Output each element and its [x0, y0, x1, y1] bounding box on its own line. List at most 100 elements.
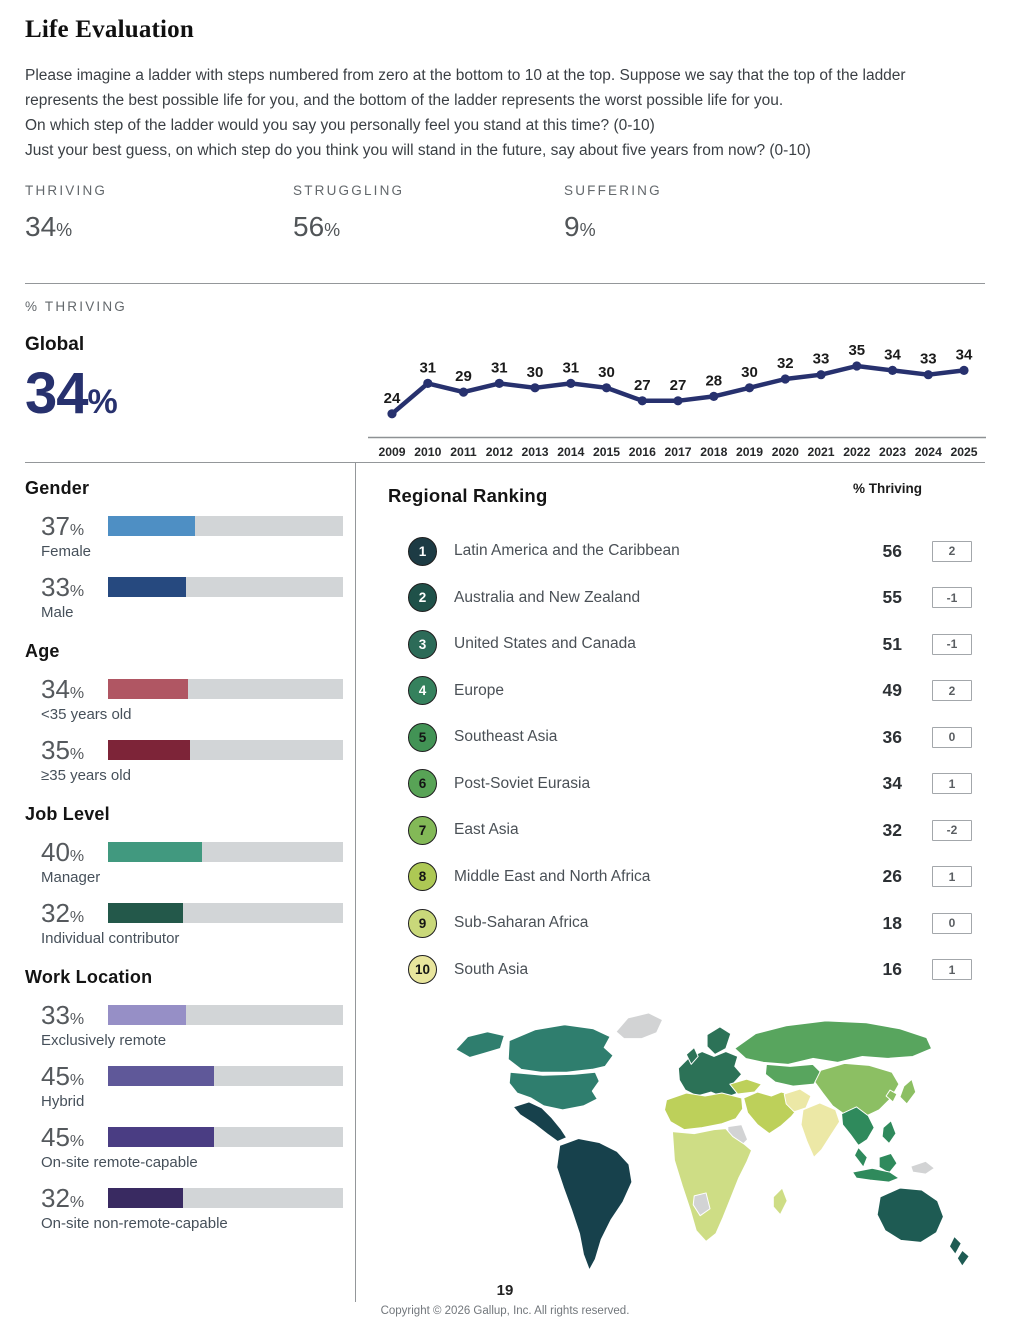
map-region-india: [800, 1102, 841, 1158]
svg-text:31: 31: [491, 359, 508, 376]
demo-item: 34% <35 years old: [25, 672, 343, 727]
demo-bar-track: [108, 516, 343, 536]
demo-section-job-level: Job Level 40% Manager 32% Individual con…: [25, 804, 343, 951]
demo-bar-fill: [108, 1066, 214, 1086]
page-number: 19: [496, 1282, 514, 1299]
question-text: Please imagine a ladder with steps numbe…: [25, 63, 955, 163]
summary-value: 9: [564, 211, 580, 242]
svg-text:30: 30: [598, 364, 615, 381]
page-title: Life Evaluation: [25, 16, 194, 43]
demo-bar-track: [108, 740, 343, 760]
demo-item: 33% Exclusively remote: [25, 998, 343, 1053]
region-name: Latin America and the Caribbean: [454, 542, 680, 560]
region-value: 26: [882, 866, 902, 887]
region-change-box: 1: [932, 959, 972, 981]
trend-chart-container: 24 2009 31 2010 29 2011 31 2012 30 2013 31 2014 30 20…: [368, 330, 1000, 462]
horizontal-divider: [25, 283, 985, 284]
map-region-borneo: [878, 1152, 898, 1174]
map-region-turkey: [729, 1078, 762, 1095]
region-row: 9 Sub-Saharan Africa 18 0: [388, 900, 985, 947]
region-name: United States and Canada: [454, 635, 636, 653]
region-row: 6 Post-Soviet Eurasia 34 1: [388, 761, 985, 808]
demo-label: <35 years old: [41, 706, 132, 723]
svg-text:27: 27: [670, 377, 687, 394]
question-line: Please imagine a ladder with steps numbe…: [25, 67, 906, 109]
svg-text:2020: 2020: [772, 445, 799, 459]
svg-text:2022: 2022: [843, 445, 870, 459]
region-name: Europe: [454, 681, 504, 699]
svg-text:2009: 2009: [378, 445, 405, 459]
svg-text:29: 29: [455, 368, 472, 385]
demo-item: 33% Male: [25, 570, 343, 625]
percent-sign: %: [56, 220, 73, 240]
demo-bar-fill: [108, 1127, 214, 1147]
summary-thriving: THRIVING 34%: [25, 183, 107, 243]
demo-bar-fill: [108, 516, 195, 536]
demo-value: 33%: [41, 571, 85, 602]
svg-text:2023: 2023: [879, 445, 906, 459]
demo-section-title: Work Location: [25, 967, 153, 987]
demo-section-title: Gender: [25, 478, 90, 498]
svg-text:2017: 2017: [664, 445, 691, 459]
region-value: 56: [882, 540, 902, 561]
region-row: 3 United States and Canada 51 -1: [388, 621, 985, 668]
region-name: Sub-Saharan Africa: [454, 914, 589, 932]
rank-badge: 1: [408, 536, 437, 566]
map-region-europe: [677, 1051, 743, 1099]
svg-text:27: 27: [634, 377, 651, 394]
map-region-mexico-central-america: [512, 1101, 568, 1142]
region-row: 1 Latin America and the Caribbean 56 2: [388, 528, 985, 575]
map-region-philippines: [881, 1120, 897, 1144]
demo-section-title: Job Level: [25, 804, 110, 824]
demo-value: 34%: [41, 673, 85, 704]
region-row: 10 South Asia 16 1: [388, 947, 985, 994]
summary-suffering: SUFFERING 9%: [564, 183, 662, 243]
demo-value: 45%: [41, 1060, 85, 1091]
map-region-russia: [734, 1020, 933, 1065]
demo-item: 32% Individual contributor: [25, 896, 343, 951]
region-name: South Asia: [454, 960, 529, 978]
svg-text:2018: 2018: [700, 445, 727, 459]
region-value: 36: [882, 726, 902, 747]
percent-sign: %: [324, 220, 341, 240]
region-change-box: 1: [932, 866, 972, 888]
map-region-alaska: [455, 1031, 505, 1058]
horizontal-divider: [25, 462, 985, 463]
svg-text:2021: 2021: [807, 445, 834, 459]
region-row: 7 East Asia 32 -2: [388, 807, 985, 854]
demo-label: ≥35 years old: [41, 767, 131, 784]
summary-value: 34: [25, 211, 57, 242]
demo-item: 37% Female: [25, 509, 343, 564]
map-region-central-asia: [764, 1063, 822, 1087]
trend-chart: 24 2009 31 2010 29 2011 31 2012 30 2013 31 2014 30 20…: [368, 342, 986, 459]
global-value-number: 34: [25, 361, 89, 426]
svg-text:2010: 2010: [414, 445, 441, 459]
svg-text:2015: 2015: [593, 445, 620, 459]
map-region-madagascar: [772, 1187, 788, 1216]
map-region-greenland: [615, 1012, 664, 1040]
svg-text:32: 32: [777, 355, 794, 372]
map-region-indochina: [841, 1106, 875, 1146]
svg-text:30: 30: [741, 364, 758, 381]
svg-text:35: 35: [848, 342, 865, 359]
region-value: 18: [882, 912, 902, 933]
svg-text:31: 31: [419, 359, 436, 376]
region-change-box: 2: [932, 680, 972, 702]
demo-value: 33%: [41, 999, 85, 1030]
demo-bar-track: [108, 577, 343, 597]
svg-text:33: 33: [813, 351, 830, 368]
summary-label: STRUGGLING: [293, 183, 405, 198]
demo-bar-track: [108, 1066, 343, 1086]
demo-value: 37%: [41, 510, 85, 541]
summary-struggling: STRUGGLING 56%: [293, 183, 404, 243]
map-region-malay-peninsula: [853, 1146, 868, 1168]
demo-item: 35% ≥35 years old: [25, 733, 343, 788]
demo-value: 40%: [41, 836, 85, 867]
regional-col-header: % Thriving: [852, 481, 922, 496]
region-change-box: 1: [932, 773, 972, 795]
region-name: Post-Soviet Eurasia: [454, 774, 591, 792]
region-change-box: 0: [932, 726, 972, 748]
region-name: East Asia: [454, 821, 519, 839]
svg-text:2019: 2019: [736, 445, 763, 459]
vertical-divider: [355, 462, 356, 1302]
